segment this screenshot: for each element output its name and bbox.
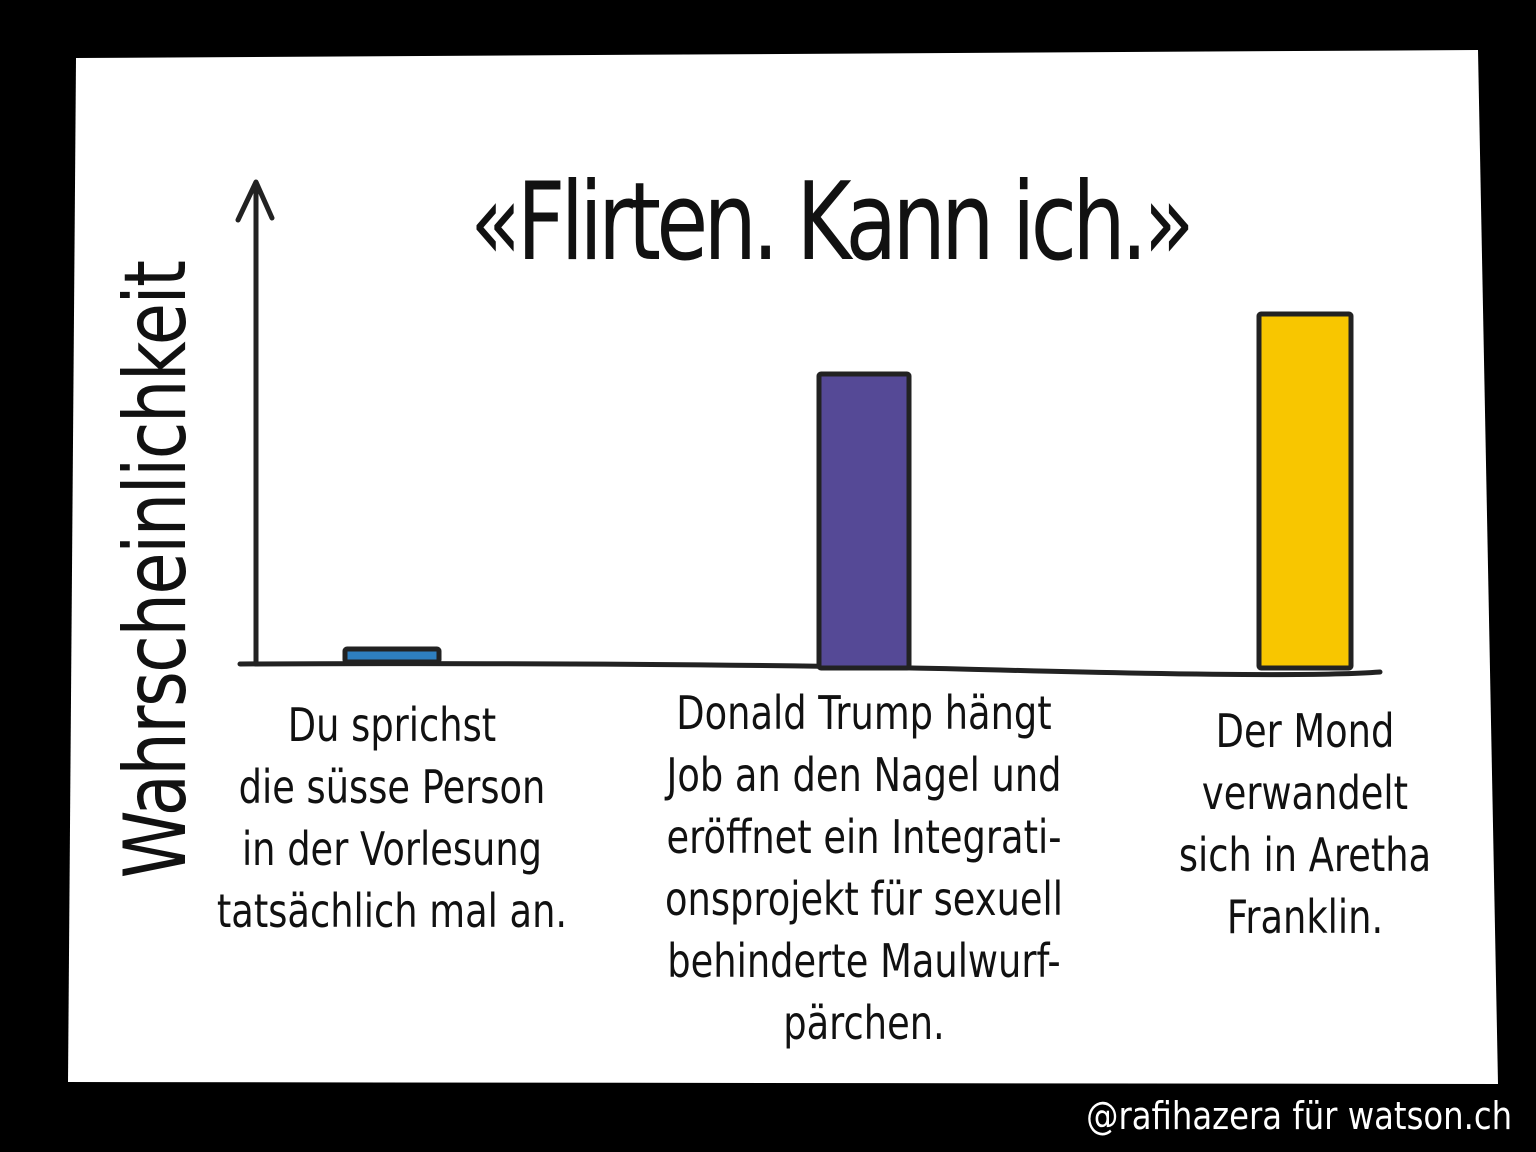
- bar-2: [816, 371, 912, 671]
- bar-3: [1256, 311, 1354, 671]
- chart-title: «Flirten. Kann ich.»: [469, 160, 1195, 285]
- bar-1: [342, 646, 442, 665]
- category-label-1: Du sprichst die süsse Person in der Vorl…: [216, 698, 568, 938]
- x-axis-line: [237, 661, 1383, 678]
- credit-text: @rafihazera für watson.ch: [1086, 1094, 1512, 1138]
- category-label-2: Donald Trump hängt Job an den Nagel und …: [665, 686, 1063, 1050]
- y-axis-label: Wahrscheinlichkeit: [106, 261, 206, 879]
- paper-sheet: [68, 50, 1498, 1084]
- y-axis-arrow-icon: [235, 179, 275, 223]
- category-label-3: Der Mond verwandelt sich in Aretha Frank…: [1178, 704, 1432, 944]
